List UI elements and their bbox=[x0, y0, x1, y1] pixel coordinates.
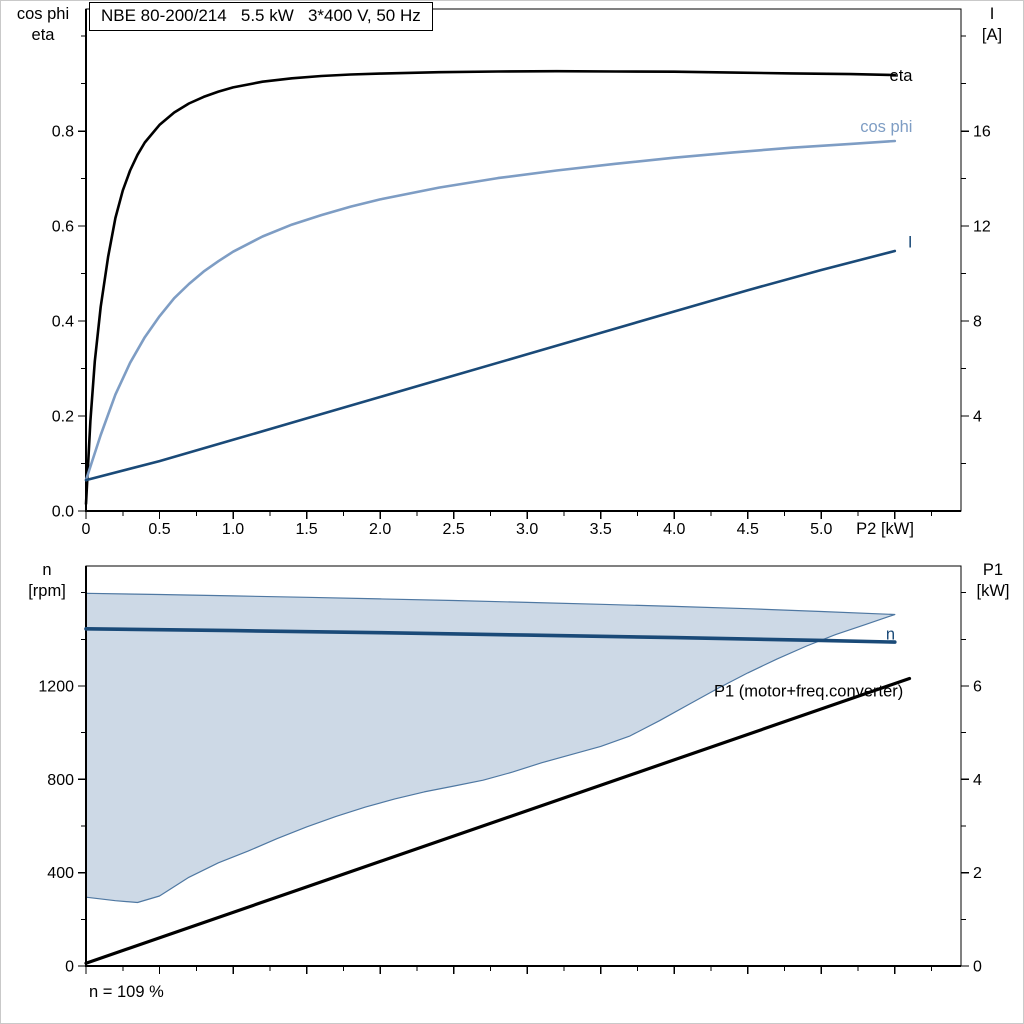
speed-label: n bbox=[886, 625, 895, 643]
p1-axis-unit: [kW] bbox=[976, 582, 1010, 600]
cos-phi-axis-title: cos phi bbox=[16, 5, 70, 23]
x-tick-label: 0 bbox=[82, 521, 91, 538]
axis-ticks: 0 0.5 1.0 1.5 2.0 2.5 3.0 3.5 4.0 4.5 5.0 0.0 0.2 0.4… bbox=[52, 35, 991, 538]
y-right-tick-label: 12 bbox=[973, 219, 991, 236]
y-left-tick-label: 0.0 bbox=[52, 504, 74, 521]
speed-axis-title: n bbox=[42, 561, 52, 579]
bottom-right-axis-title: P1 [kW] bbox=[963, 560, 1023, 602]
y-left-tick-label: 0.8 bbox=[52, 124, 74, 141]
x-tick-label: 3.0 bbox=[516, 521, 538, 538]
cos-phi-curve bbox=[84, 139, 897, 482]
y-right-tick-label: 8 bbox=[973, 314, 982, 331]
eta-axis-title: eta bbox=[31, 26, 55, 44]
top-left-axis-title: cos phi eta bbox=[3, 4, 83, 46]
axis-ticks: 0 400 800 1200 0 2 4 6 bbox=[38, 592, 982, 976]
y-left-tick-label: 0.2 bbox=[52, 409, 74, 426]
y-right-tick-label: 4 bbox=[973, 772, 982, 789]
p1-curve bbox=[84, 676, 912, 965]
speed-power-chart: 0 400 800 1200 0 2 4 6 n P1 (motor+freq.converter… bbox=[38, 565, 982, 976]
current-label: I bbox=[908, 233, 913, 251]
x-tick-label: 0.5 bbox=[148, 521, 170, 538]
y-left-tick-label: 0 bbox=[65, 959, 74, 976]
p1-label: P1 (motor+freq.converter) bbox=[714, 682, 903, 700]
top-right-axis-title: I [A] bbox=[963, 4, 1021, 46]
eta-curve bbox=[84, 69, 897, 506]
y-left-tick-label: 800 bbox=[47, 772, 74, 789]
x-tick-label: 2.0 bbox=[369, 521, 391, 538]
current-axis-title: I bbox=[989, 5, 995, 23]
y-left-tick-label: 0.6 bbox=[52, 219, 74, 236]
y-right-tick-label: 6 bbox=[973, 678, 982, 695]
x-axis-label: P2 [kW] bbox=[856, 520, 914, 538]
current-axis-unit: [A] bbox=[981, 26, 1003, 44]
x-tick-label: 1.0 bbox=[222, 521, 244, 538]
bottom-left-axis-title: n [rpm] bbox=[9, 560, 85, 602]
y-right-tick-label: 4 bbox=[973, 409, 982, 426]
x-tick-label: 4.5 bbox=[737, 521, 759, 538]
x-tick-label: 2.5 bbox=[443, 521, 465, 538]
p1-axis-title: P1 bbox=[982, 561, 1004, 579]
x-tick-label: 3.5 bbox=[590, 521, 612, 538]
y-right-tick-label: 0 bbox=[973, 959, 982, 976]
y-right-tick-label: 16 bbox=[973, 124, 991, 141]
motor-performance-chart: 0 0.5 1.0 1.5 2.0 2.5 3.0 3.5 4.0 4.5 5.0 0.0 0.2 0.4… bbox=[52, 8, 991, 538]
x-tick-label: 4.0 bbox=[663, 521, 685, 538]
y-left-tick-label: 1200 bbox=[38, 678, 74, 695]
plot-frame bbox=[85, 8, 962, 512]
y-left-tick-label: 400 bbox=[47, 865, 74, 882]
speed-percentage-note: n = 109 % bbox=[89, 983, 164, 1001]
cos-phi-label: cos phi bbox=[860, 118, 912, 136]
y-left-tick-label: 0.4 bbox=[52, 314, 74, 331]
current-curve bbox=[84, 249, 897, 482]
y-right-tick-label: 2 bbox=[973, 865, 982, 882]
eta-label: eta bbox=[890, 67, 914, 85]
speed-curve bbox=[84, 627, 897, 644]
x-tick-label: 5.0 bbox=[810, 521, 832, 538]
speed-range-area bbox=[85, 592, 896, 904]
chart-title-box: NBE 80-200/214 5.5 kW 3*400 V, 50 Hz bbox=[89, 2, 433, 31]
x-tick-label: 1.5 bbox=[295, 521, 317, 538]
speed-axis-unit: [rpm] bbox=[28, 582, 66, 600]
